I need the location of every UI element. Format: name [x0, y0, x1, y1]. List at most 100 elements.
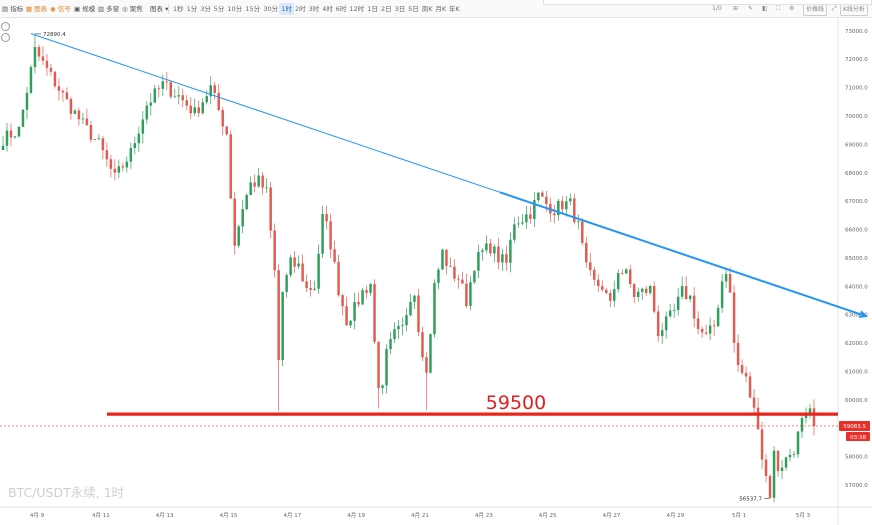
candle-body	[45, 60, 49, 68]
y-tick-label: 66000.0	[845, 228, 868, 234]
candle-body	[640, 288, 644, 292]
timeframe-13[interactable]: 1日	[367, 5, 379, 13]
x-tick-label: 4月 25	[539, 512, 557, 519]
x-tick-label: 4月 13	[156, 512, 174, 519]
candle-body	[668, 310, 672, 317]
support-label: 59500	[486, 392, 546, 414]
y-tick-label: 65000.0	[845, 256, 868, 262]
timeframe-4[interactable]: 10分	[227, 5, 243, 13]
draw-icon[interactable]: ✎	[748, 5, 754, 12]
candle-body	[545, 196, 548, 205]
candle-body	[201, 102, 204, 114]
candle-body	[249, 182, 252, 196]
multi-window-button[interactable]: ▥ 多窗	[98, 5, 120, 13]
candle-body	[772, 450, 776, 498]
y-tick-label: 71000.0	[845, 86, 868, 92]
candle-body	[329, 221, 332, 250]
candle-body	[780, 467, 784, 472]
candle-body	[812, 408, 816, 426]
countdown-tag	[846, 431, 870, 441]
x-tick-label: 4月 15	[220, 512, 238, 519]
timeframe-1[interactable]: 1分	[186, 5, 198, 13]
timeframe-5[interactable]: 15分	[245, 5, 261, 13]
settings-icon[interactable]: ⚙	[789, 5, 795, 12]
candle-body	[261, 175, 264, 188]
candle-body	[41, 56, 45, 61]
crosshair-icon[interactable]: ⊞	[733, 5, 739, 12]
candle-body	[537, 192, 540, 201]
candle-body	[788, 454, 792, 458]
candle-body	[9, 130, 13, 138]
candle-body	[17, 126, 21, 137]
candle-body	[617, 273, 620, 290]
candle-body	[736, 342, 740, 365]
signals-button[interactable]: ◉ 信号	[50, 5, 71, 13]
timeframe-0[interactable]: 1秒	[173, 5, 184, 13]
candle-body	[77, 110, 81, 120]
timeframe-12[interactable]: 12时	[349, 5, 365, 13]
candle-body	[792, 454, 796, 456]
trendline-thin[interactable]	[30, 33, 501, 193]
candle-body	[105, 150, 109, 160]
candle-body	[97, 138, 101, 140]
candle-body	[381, 385, 384, 389]
candle-body	[577, 221, 580, 223]
timeframe-17[interactable]: 周K	[421, 5, 433, 13]
x-tick-label: 4月 29	[666, 512, 684, 519]
timeframe-8[interactable]: 2时	[295, 5, 306, 13]
y-tick-label: 62000.0	[845, 341, 868, 347]
candle-body	[597, 279, 600, 287]
candle-body	[784, 457, 788, 468]
indicators-button[interactable]: ▤ 指标	[2, 5, 24, 13]
timeframe-11[interactable]: 6时	[335, 5, 347, 13]
x-tick-label: 5月 1	[732, 512, 746, 519]
candle-body	[764, 459, 768, 477]
expand-icon[interactable]: ⤢	[832, 5, 837, 12]
timeframe-15[interactable]: 3日	[394, 5, 406, 13]
trendline[interactable]	[499, 191, 867, 318]
timeframe-14[interactable]: 2日	[381, 5, 392, 13]
chart-dropdown-button[interactable]: 图表 ▾	[150, 5, 169, 13]
candle-body	[557, 200, 560, 216]
y-tick-label: 72000.0	[845, 57, 868, 63]
candle-body	[337, 261, 340, 296]
settings-toggle-icon[interactable]: ◦	[1, 33, 10, 42]
timeframe-7[interactable]: 1时	[279, 3, 295, 15]
timeframe-19[interactable]: 年K	[449, 5, 460, 13]
price-chart[interactable]: BTC/USDT永续, 1时 73000.0 72000.0 71000.0 70000…	[0, 18, 872, 525]
timeframe-10[interactable]: 4时	[322, 5, 333, 13]
window-icon: ▥	[98, 5, 105, 13]
candle-body	[293, 257, 296, 267]
x-tick-label: 4月 23	[475, 512, 493, 519]
timeframe-9[interactable]: 3时	[308, 5, 320, 13]
focus-button[interactable]: ◎ 聚焦	[122, 5, 143, 13]
timeframe-16[interactable]: 5日	[408, 5, 419, 13]
symbol-watermark: BTC/USDT永续, 1时	[8, 485, 125, 500]
candle-body	[265, 187, 268, 189]
candle-body	[441, 249, 444, 270]
timeframe-18[interactable]: 月K	[435, 5, 447, 13]
candle-body	[37, 47, 41, 57]
candle-body	[501, 254, 504, 263]
candle-body	[636, 291, 640, 297]
candle-body	[708, 325, 712, 334]
candle-body	[161, 81, 165, 89]
fullscreen-icon[interactable]: ⛶	[776, 5, 781, 12]
timeframe-3[interactable]: 5分	[213, 5, 225, 13]
candle-body	[752, 397, 756, 408]
scale-button[interactable]: ▣ 规模	[74, 5, 96, 13]
timeframe-6[interactable]: 30分	[263, 5, 279, 13]
camera-icon[interactable]: ◧	[762, 5, 768, 12]
visibility-toggle-icon[interactable]: ◦	[1, 22, 10, 31]
timeframe-2[interactable]: 3分	[200, 5, 211, 13]
ratio-toggle[interactable]: 1/0	[712, 5, 722, 12]
candle-body	[29, 66, 33, 93]
y-tick-label: 69000.0	[845, 142, 868, 148]
candle-body	[397, 325, 400, 330]
candle-body	[748, 376, 752, 398]
candle-body	[704, 332, 708, 334]
low-annotation: 56537.7	[739, 496, 762, 502]
candle-body	[5, 130, 9, 146]
chart-type-button[interactable]: ▦ 图表	[26, 5, 48, 13]
candle-body	[349, 320, 352, 326]
